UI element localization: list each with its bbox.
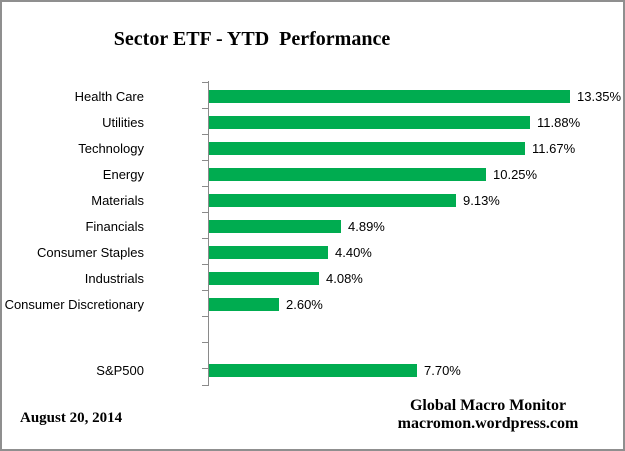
bar-energy	[209, 168, 486, 181]
axis-tick	[202, 212, 209, 213]
value-label: 10.25%	[493, 166, 538, 182]
value-label: 4.89%	[348, 218, 385, 234]
category-label: Financials	[85, 218, 144, 234]
value-label: 13.35%	[577, 88, 622, 104]
bar-s-p500	[209, 364, 417, 377]
bar-utilities	[209, 116, 530, 129]
category-label: Materials	[91, 192, 144, 208]
axis-tick	[202, 186, 209, 187]
bar-consumer-staples	[209, 246, 328, 259]
credit-line-2: macromon.wordpress.com	[397, 414, 579, 432]
axis-tick	[202, 342, 209, 343]
value-label: 4.40%	[335, 244, 372, 260]
axis-end-tick	[202, 385, 209, 386]
bar-industrials	[209, 272, 319, 285]
category-label: Industrials	[84, 270, 144, 286]
bar-materials	[209, 194, 456, 207]
credit-line-1: Global Macro Monitor	[409, 397, 567, 414]
value-label: 11.88%	[537, 114, 581, 130]
axis-tick	[202, 160, 209, 161]
category-label: S&P500	[96, 362, 144, 378]
category-label: Health Care	[74, 88, 144, 104]
category-label: Technology	[78, 140, 144, 156]
bar-consumer-discretionary	[209, 298, 279, 311]
axis-tick	[202, 264, 209, 265]
category-label: Consumer Discretionary	[4, 296, 144, 312]
category-label: Consumer Staples	[37, 244, 144, 260]
axis-tick	[202, 134, 209, 135]
bar-technology	[209, 142, 525, 155]
value-label: 7.70%	[424, 362, 461, 378]
axis-tick	[202, 290, 209, 291]
bar-financials	[209, 220, 341, 233]
axis-tick	[202, 238, 209, 239]
axis-tick	[202, 108, 209, 109]
value-label: 2.60%	[286, 296, 323, 312]
axis-tick	[202, 82, 209, 83]
category-label: Utilities	[102, 114, 144, 130]
value-label: 11.67%	[532, 140, 576, 156]
category-axis-line	[208, 81, 209, 386]
bar-health-care	[209, 90, 570, 103]
footer-credit: Global Macro Monitor macromon.wordpress.…	[378, 397, 598, 432]
value-label: 9.13%	[463, 192, 500, 208]
axis-tick	[202, 368, 209, 369]
axis-tick	[202, 316, 209, 317]
footer-date: August 20, 2014	[20, 410, 123, 426]
category-label: Energy	[102, 166, 144, 182]
value-label: 4.08%	[326, 270, 363, 286]
chart-title: Sector ETF - YTD Performance	[113, 28, 391, 50]
